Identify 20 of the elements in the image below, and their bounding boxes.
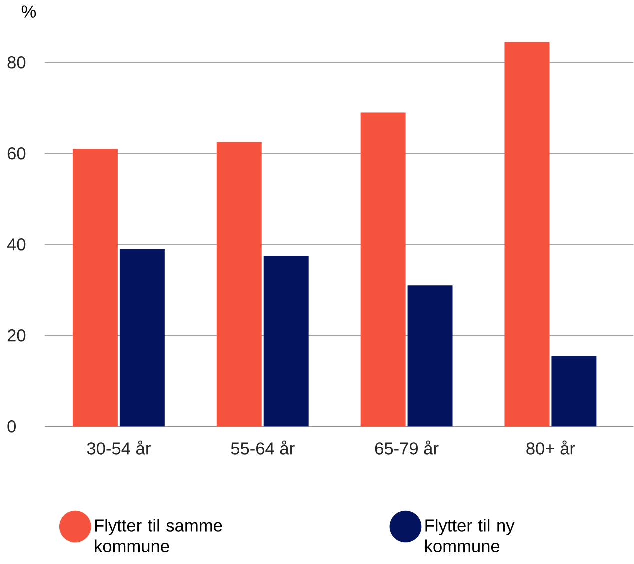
bar: [72, 149, 118, 427]
y-tick-label: 80: [8, 56, 26, 69]
legend-label: Flytter til ny kommune: [425, 519, 515, 553]
y-tick-label: 40: [7, 238, 26, 251]
bar: [552, 356, 597, 427]
bar: [216, 142, 262, 427]
y-axis-title: %: [22, 6, 36, 18]
bar: [264, 256, 309, 427]
bar: [408, 286, 453, 427]
x-tick-label: 80+ år: [526, 440, 576, 456]
bar: [504, 42, 550, 427]
bar: [120, 249, 165, 427]
y-tick-label: 20: [8, 330, 26, 342]
bar: [360, 112, 406, 427]
x-tick-label: 30-54 år: [87, 440, 151, 456]
x-tick-label: 65-79 år: [375, 440, 439, 456]
x-tick-label: 55-64 år: [231, 440, 295, 456]
y-tick-label: 0: [8, 420, 16, 433]
legend-label: Flytter til samme kommune: [95, 519, 222, 553]
y-tick-label: 60: [8, 148, 26, 160]
